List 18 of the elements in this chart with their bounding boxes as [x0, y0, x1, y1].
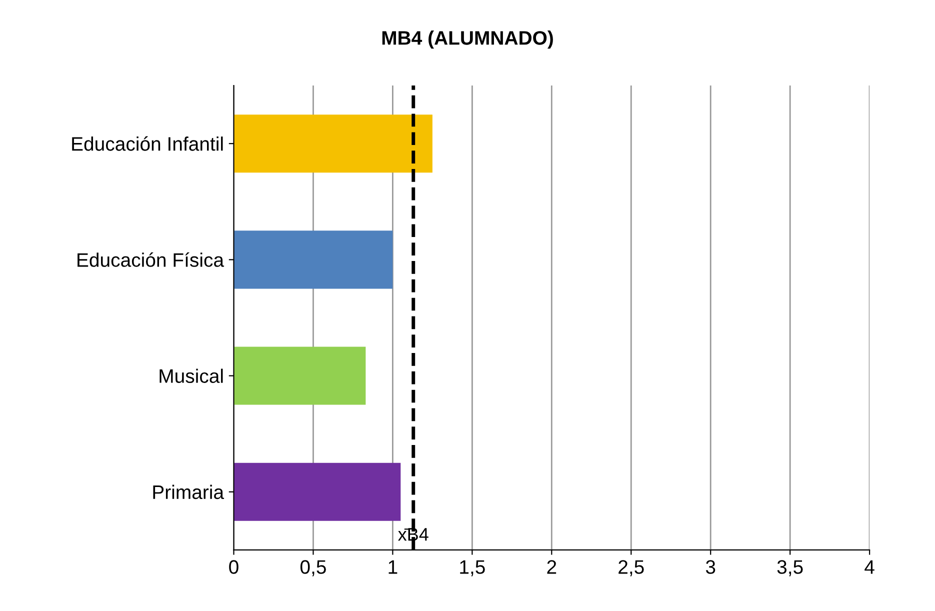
x-tick-label: 0 [229, 560, 238, 574]
x-tick-label: 0,5 [300, 560, 326, 576]
y-tick-label: Educación Física [78, 252, 224, 267]
y-tick-label: Primaria [153, 484, 224, 500]
chart-title: MB4 (ALUMNADO) [382, 30, 553, 49]
x-tick-label: 2,5 [618, 560, 644, 576]
x-tick-label: 3 [706, 560, 716, 574]
x-tick-label: 4 [864, 560, 874, 574]
x-tick-label: 2 [547, 560, 556, 574]
bar [234, 114, 432, 173]
y-tick-label: Musical [160, 368, 223, 383]
bar [234, 462, 401, 521]
x-tick-label: 1 [388, 560, 398, 574]
x-tick-label: 3,5 [777, 560, 803, 576]
bar [234, 346, 366, 405]
x-tick-label: 1,5 [460, 560, 485, 576]
bar [234, 230, 393, 289]
y-tick-label: Educación Infantil [72, 136, 223, 151]
